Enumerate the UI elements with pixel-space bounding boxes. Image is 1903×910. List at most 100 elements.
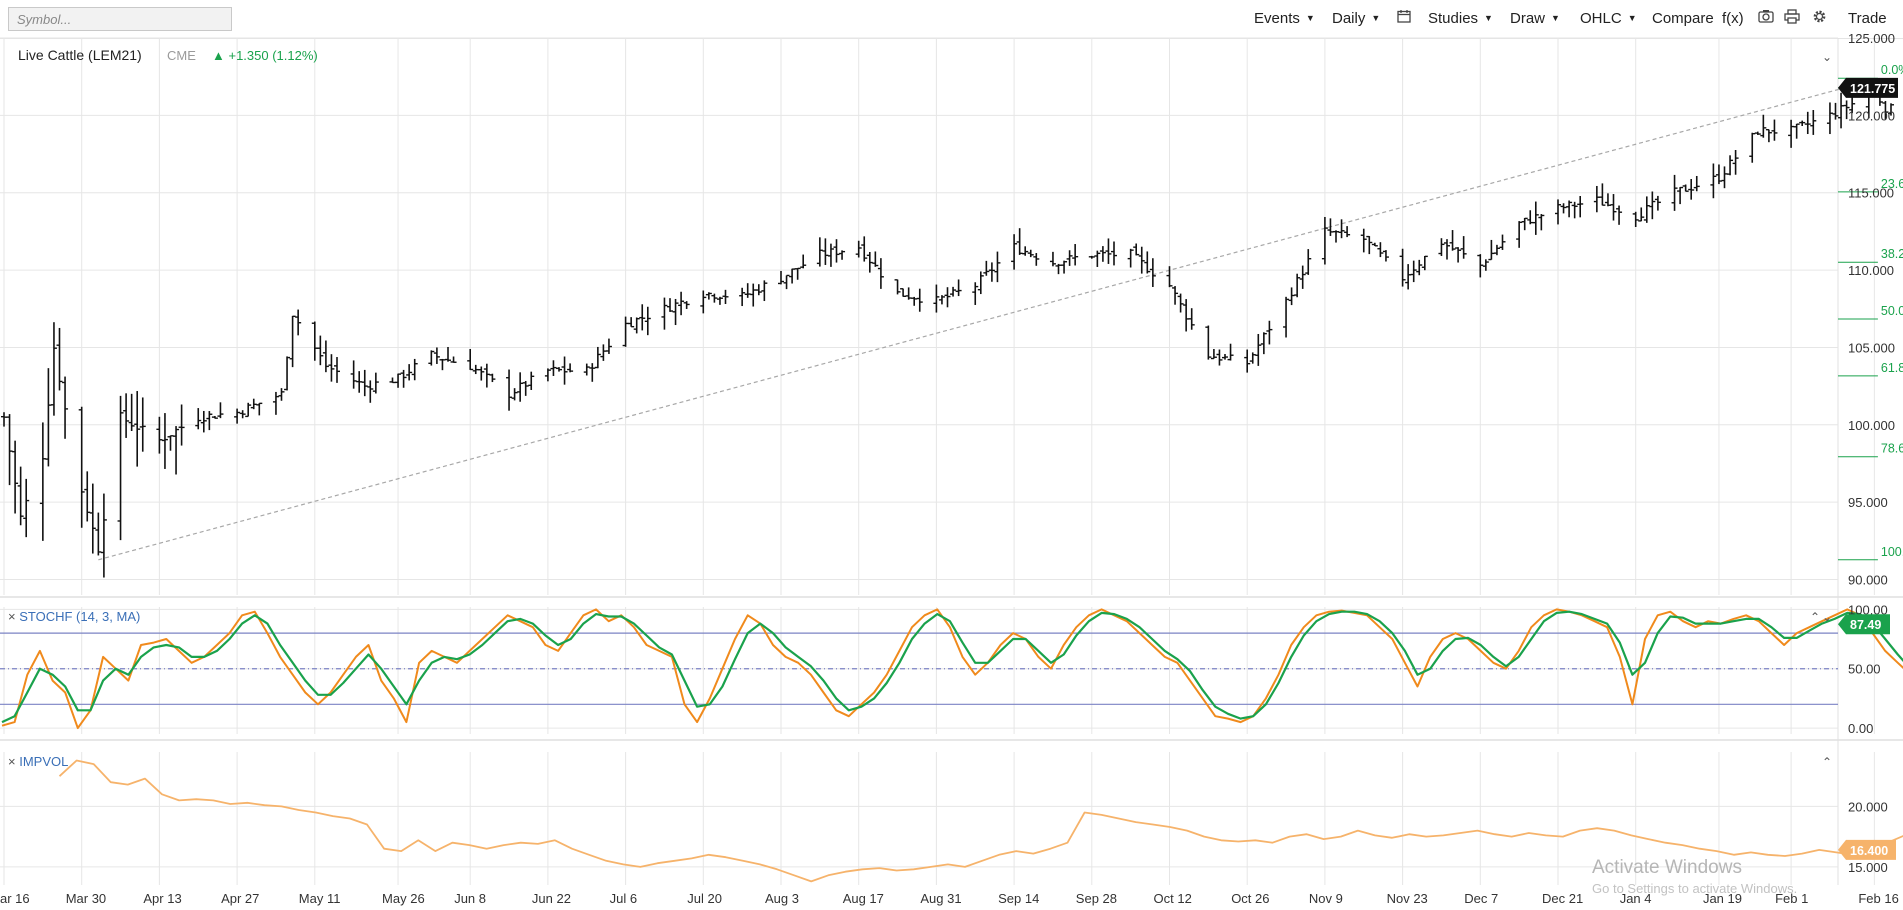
ohlc-bar (567, 363, 574, 373)
ohlc-bar (1538, 214, 1545, 231)
ohlc-bar (117, 395, 124, 541)
ohlc-bar (483, 363, 490, 388)
x-tick-label: Sep 28 (1076, 891, 1117, 906)
ohlc-bar (1327, 218, 1334, 236)
ohlc-bar (667, 298, 673, 312)
ohlc-bar (1482, 259, 1489, 271)
ohlc-bar (156, 416, 163, 454)
studies-menu[interactable]: Studies ▼ (1428, 10, 1493, 27)
fx-button[interactable]: f(x) (1722, 10, 1744, 27)
draw-label: Draw (1510, 10, 1546, 27)
ohlc-bar (445, 346, 451, 362)
y-tick-label: 95.000 (1848, 495, 1888, 510)
chart-type-label: OHLC (1580, 10, 1622, 27)
ohlc-bar (450, 356, 457, 363)
compare-button[interactable]: Compare (1652, 10, 1714, 27)
fib-level-label: 61.8% 103.165 (1881, 361, 1903, 375)
x-tick-label: Nov 23 (1387, 891, 1428, 906)
trade-button[interactable]: Trade (1848, 10, 1887, 27)
ohlc-bar (522, 380, 529, 396)
ohlc-bar (272, 391, 279, 415)
ohlc-bar (1360, 228, 1367, 253)
events-menu[interactable]: Events ▼ (1254, 10, 1315, 27)
ohlc-bar (78, 406, 85, 528)
ohlc-bar (200, 410, 207, 433)
ohlc-bar (639, 304, 646, 331)
ohlc-bar (1416, 259, 1423, 276)
ohlc-bar (350, 360, 357, 389)
ohlc-bar (289, 315, 296, 368)
gear-icon[interactable] (1812, 9, 1827, 28)
ohlc-bar (256, 402, 263, 416)
ohlc-bar (50, 322, 57, 416)
stochf-label: × STOCHF (14, 3, MA) (8, 609, 140, 624)
ohlc-bar (400, 369, 407, 388)
y-tick-label: 100.00 (1848, 602, 1888, 617)
chevron-up-icon[interactable]: ⌃ (1822, 755, 1832, 769)
fib-level-label: 100.0% 91.275 (1881, 545, 1903, 559)
ohlc-bar (661, 297, 668, 330)
x-tick-label: May 11 (299, 891, 341, 906)
ohlc-bar (1127, 248, 1134, 268)
ohlc-bar (295, 309, 302, 336)
ohlc-bar (622, 316, 629, 347)
ohlc-bar (12, 440, 19, 514)
ohlc-bar (1826, 102, 1833, 135)
ohlc-bar (778, 270, 784, 285)
ohlc-bar (1593, 185, 1600, 213)
trend-line[interactable] (98, 77, 1881, 561)
ohlc-bar (1299, 265, 1306, 289)
svg-text:121.775: 121.775 (1850, 82, 1895, 96)
ohlc-bar (1072, 244, 1079, 266)
ohlc-bar (1493, 244, 1500, 256)
ohlc-bar (1888, 103, 1894, 116)
ohlc-bar (866, 251, 873, 273)
ohlc-bar (1027, 249, 1034, 258)
ohlc-bar (1444, 239, 1450, 260)
ohlc-bar (372, 372, 379, 394)
ohlc-bar (161, 413, 168, 469)
ohlc-bar (1438, 238, 1445, 256)
chevron-down-icon[interactable]: ⌄ (1822, 610, 1832, 624)
ohlc-bar (1399, 248, 1406, 287)
ohlc-bar (1516, 221, 1523, 248)
ohlc-bar (1244, 349, 1251, 373)
fib-level-label: 38.2% 110.510 (1881, 247, 1903, 261)
ohlc-bar (1382, 250, 1389, 262)
last-price-badge: 121.775 (1838, 77, 1898, 98)
camera-icon[interactable] (1758, 9, 1774, 27)
ohlc-bar (1643, 196, 1650, 223)
ohlc-bar (605, 338, 612, 354)
ohlc-bar (1321, 216, 1328, 265)
ohlc-bar (916, 288, 923, 312)
ohlc-bar (600, 344, 607, 361)
impvol-last-badge: 16.400 (1838, 839, 1896, 860)
ohlc-bar (1022, 246, 1029, 256)
print-icon[interactable] (1784, 9, 1800, 28)
ohlc-bar (1560, 203, 1567, 214)
calendar-icon[interactable] (1397, 9, 1411, 27)
ohlc-bar (23, 478, 30, 538)
chevron-up-icon[interactable]: ⌃ (1810, 610, 1820, 624)
ohlc-bar (816, 237, 823, 267)
ohlc-bar (1266, 320, 1273, 345)
symbol-search-input[interactable] (8, 7, 232, 31)
impvol-label: × IMPVOL (8, 754, 68, 769)
ohlc-bar (744, 283, 751, 298)
interval-menu[interactable]: Daily ▼ (1332, 10, 1380, 27)
chart-type-menu[interactable]: OHLC ▼ (1580, 10, 1637, 27)
ohlc-bar (239, 410, 246, 419)
ohlc-bar (250, 398, 257, 410)
ohlc-bar (528, 371, 535, 390)
ohlc-bar (439, 358, 446, 371)
stoch-last-badge: 87.49 (1838, 614, 1890, 635)
ohlc-bar (1377, 242, 1384, 258)
x-tick-label: Jan 4 (1620, 891, 1652, 906)
x-tick-label: Aug 3 (765, 891, 799, 906)
ohlc-bar (128, 393, 135, 431)
fibonacci-retracement[interactable]: 0.0% 122.400 23.6% 115.055 38.2% 110.510 50… (1838, 63, 1903, 561)
ohlc-bar (678, 291, 685, 316)
draw-menu[interactable]: Draw ▼ (1510, 10, 1560, 27)
chevron-down-icon[interactable]: ⌄ (1822, 50, 1832, 64)
